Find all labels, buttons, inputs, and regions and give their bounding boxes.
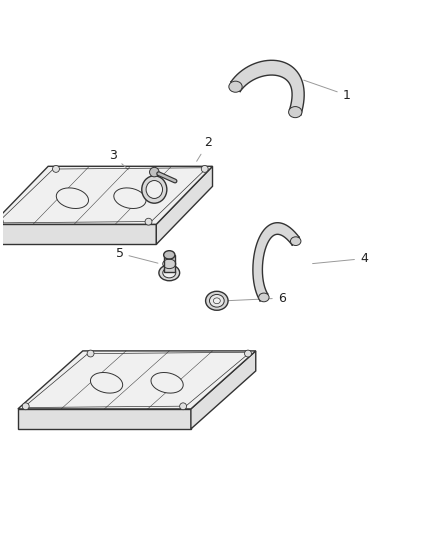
Polygon shape: [0, 166, 212, 224]
Ellipse shape: [0, 218, 3, 225]
Polygon shape: [0, 224, 156, 244]
Text: 2: 2: [197, 136, 212, 161]
Polygon shape: [164, 255, 175, 272]
Ellipse shape: [258, 293, 269, 302]
Ellipse shape: [159, 265, 180, 281]
Polygon shape: [156, 166, 212, 244]
Ellipse shape: [91, 373, 123, 393]
Ellipse shape: [244, 350, 251, 357]
Ellipse shape: [149, 167, 159, 177]
Text: 1: 1: [304, 80, 350, 102]
Ellipse shape: [146, 181, 162, 198]
Ellipse shape: [22, 403, 29, 410]
Ellipse shape: [290, 237, 301, 246]
Ellipse shape: [87, 350, 94, 357]
Polygon shape: [231, 60, 304, 115]
Ellipse shape: [114, 188, 146, 208]
Ellipse shape: [209, 294, 224, 307]
Ellipse shape: [53, 165, 60, 172]
Ellipse shape: [289, 107, 302, 118]
Ellipse shape: [180, 403, 187, 410]
Ellipse shape: [145, 218, 152, 225]
Ellipse shape: [163, 268, 176, 278]
Text: 3: 3: [109, 149, 128, 169]
Text: 6: 6: [228, 292, 286, 305]
Ellipse shape: [142, 176, 167, 203]
Ellipse shape: [57, 188, 88, 208]
Polygon shape: [18, 409, 191, 429]
Ellipse shape: [201, 165, 208, 172]
Polygon shape: [18, 351, 256, 409]
Ellipse shape: [151, 373, 183, 393]
Text: 4: 4: [313, 252, 368, 265]
Ellipse shape: [205, 292, 228, 310]
Ellipse shape: [229, 81, 242, 92]
Ellipse shape: [164, 251, 175, 259]
Polygon shape: [191, 351, 256, 429]
Polygon shape: [253, 223, 299, 301]
Text: 5: 5: [116, 247, 158, 263]
Ellipse shape: [213, 298, 220, 304]
